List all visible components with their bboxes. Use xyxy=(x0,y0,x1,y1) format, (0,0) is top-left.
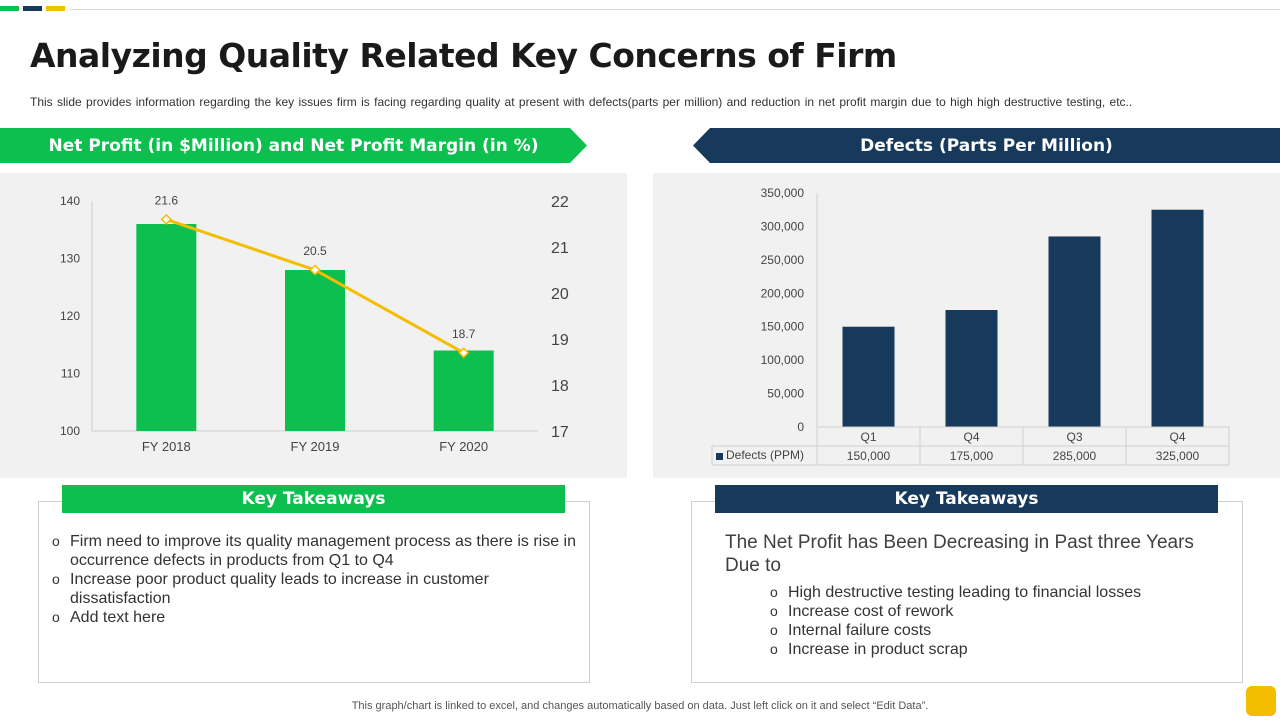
bullet-circle-icon: o xyxy=(770,641,778,657)
defects-chart[interactable]: 0 50,000 100,000 150,000 200,000 250,000 300,0… xyxy=(653,173,1280,478)
bullet-circle-icon: o xyxy=(770,603,778,619)
list-item: o Increase cost of rework xyxy=(770,602,1220,621)
top-divider xyxy=(70,9,1280,10)
margin-data-label: 18.7 xyxy=(452,327,476,341)
y2-tick-label: 17 xyxy=(551,424,569,441)
top-accent-navy xyxy=(23,6,42,11)
left-takeaways-header: Key Takeaways xyxy=(62,485,565,513)
defects-bar xyxy=(1048,236,1101,427)
takeaway-text: Add text here xyxy=(70,609,166,626)
takeaway-text: Internal failure costs xyxy=(788,622,932,639)
net-profit-bar xyxy=(136,224,197,431)
y-tick-label: 50,000 xyxy=(767,387,804,401)
list-item: o Internal failure costs xyxy=(770,621,1220,640)
net-profit-bar xyxy=(285,270,345,431)
left-takeaways-box xyxy=(38,501,590,683)
table-category-label: Q4 xyxy=(963,430,979,444)
table-value-label: 175,000 xyxy=(950,449,994,463)
list-item: o High destructive testing leading to fin… xyxy=(770,583,1220,602)
x-tick-label: FY 2018 xyxy=(142,439,191,454)
y-tick-label: 110 xyxy=(61,367,80,381)
right-takeaways-box xyxy=(691,501,1243,683)
net-profit-bar xyxy=(433,350,494,431)
top-accent-yellow xyxy=(46,6,65,11)
defects-bar xyxy=(842,326,895,427)
margin-data-label: 20.5 xyxy=(303,244,327,258)
top-accent-green xyxy=(0,6,19,11)
y-tick-label: 300,000 xyxy=(761,219,805,233)
defects-chart-panel[interactable]: 0 50,000 100,000 150,000 200,000 250,000 300,0… xyxy=(653,173,1280,478)
table-value-label: 325,000 xyxy=(1156,449,1200,463)
takeaway-text: Firm need to improve its quality managem… xyxy=(70,533,576,569)
y-tick-label: 200,000 xyxy=(761,286,805,300)
bullet-circle-icon: o xyxy=(52,571,60,587)
bullet-circle-icon: o xyxy=(52,533,60,549)
right-takeaways-list: o High destructive testing leading to fin… xyxy=(770,583,1220,659)
y-tick-label: 100,000 xyxy=(761,353,805,367)
net-profit-chart-panel[interactable]: 100 110 120 130 140 17 18 19 20 21 22 FY 2018 FY 201… xyxy=(0,173,627,478)
footer-note: This graph/chart is linked to excel, and… xyxy=(351,700,929,712)
takeaway-text: Increase poor product quality leads to i… xyxy=(70,571,489,607)
corner-badge xyxy=(1246,686,1276,716)
defects-bar xyxy=(1151,209,1204,427)
takeaway-text: High destructive testing leading to fina… xyxy=(788,584,1142,601)
y-tick-label: 140 xyxy=(60,194,80,208)
page-title: Analyzing Quality Related Key Concerns o… xyxy=(30,36,897,75)
margin-point xyxy=(458,347,470,359)
y2-tick-label: 18 xyxy=(551,378,569,395)
y-tick-label: 150,000 xyxy=(761,320,805,334)
y2-tick-label: 22 xyxy=(551,194,569,211)
legend-swatch xyxy=(716,453,723,460)
net-profit-banner: Net Profit (in $Million) and Net Profit … xyxy=(0,128,587,163)
y-tick-label: 350,000 xyxy=(761,186,805,200)
y2-tick-label: 21 xyxy=(551,240,569,257)
table-category-label: Q3 xyxy=(1066,430,1082,444)
y2-tick-label: 19 xyxy=(551,332,569,349)
list-item: o Firm need to improve its quality manage… xyxy=(52,532,582,570)
margin-point xyxy=(309,264,321,276)
legend-label: Defects (PPM) xyxy=(726,448,804,462)
margin-data-label: 21.6 xyxy=(155,193,179,207)
net-profit-chart[interactable]: 100 110 120 130 140 17 18 19 20 21 22 FY 2018 FY 201… xyxy=(0,173,627,478)
table-category-label: Q4 xyxy=(1169,430,1185,444)
y-tick-label: 0 xyxy=(797,420,804,434)
bullet-circle-icon: o xyxy=(770,622,778,638)
page-subtitle: This slide provides information regardin… xyxy=(30,95,1133,109)
defects-bar xyxy=(945,310,998,427)
takeaway-text: Increase in product scrap xyxy=(788,641,968,658)
y2-tick-label: 20 xyxy=(551,286,569,303)
x-tick-label: FY 2020 xyxy=(439,439,488,454)
defects-banner: Defects (Parts Per Million) xyxy=(693,128,1280,163)
y-tick-label: 120 xyxy=(60,309,80,323)
takeaway-text: Increase cost of rework xyxy=(788,603,954,620)
table-value-label: 285,000 xyxy=(1053,449,1097,463)
list-item: o Increase poor product quality leads to … xyxy=(52,570,582,608)
margin-point xyxy=(160,213,172,225)
right-takeaways-lead: The Net Profit has Been Decreasing in Pa… xyxy=(725,532,1194,576)
bullet-circle-icon: o xyxy=(52,609,60,625)
bullet-circle-icon: o xyxy=(770,584,778,600)
right-takeaways-header: Key Takeaways xyxy=(715,485,1218,513)
table-value-label: 150,000 xyxy=(847,449,891,463)
list-item: o Increase in product scrap xyxy=(770,640,1220,659)
y-tick-label: 130 xyxy=(60,252,80,266)
table-category-label: Q1 xyxy=(860,430,876,444)
x-tick-label: FY 2019 xyxy=(291,439,340,454)
list-item: o Add text here xyxy=(52,608,582,627)
y-tick-label: 100 xyxy=(60,424,80,438)
left-takeaways-list: o Firm need to improve its quality manage… xyxy=(52,532,582,627)
y-tick-label: 250,000 xyxy=(761,253,805,267)
